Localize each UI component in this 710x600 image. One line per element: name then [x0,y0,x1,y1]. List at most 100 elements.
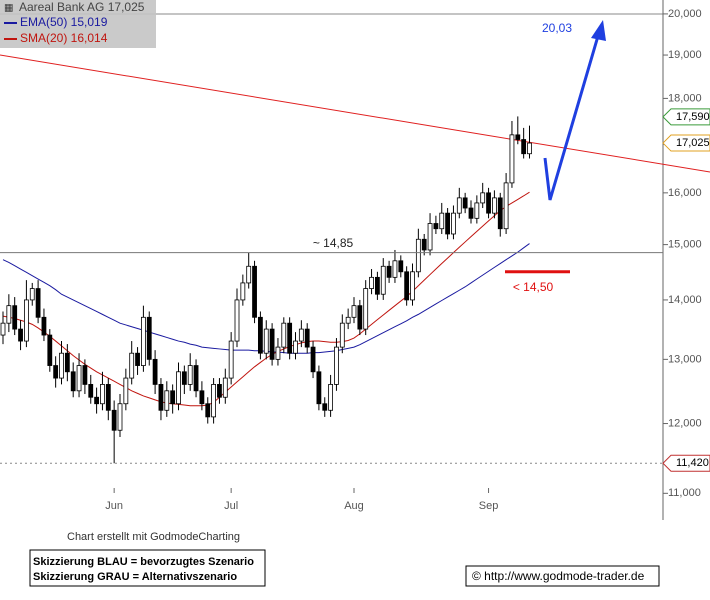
price-label: 17,025 [676,137,710,149]
source-box [465,565,660,587]
note: Skizzierung GRAU = Alternativszenario [33,571,237,583]
y-tick-label: 14,000 [668,294,702,306]
candle-body [82,365,88,385]
candle-body [187,365,193,385]
y-tick-label: 13,000 [668,353,702,365]
legend-label: SMA(20) 16,014 [20,31,108,45]
y-tick-label: 19,000 [668,49,702,61]
candle-body [304,328,310,348]
candle-body [345,316,351,324]
legend-label: EMA(50) 15,019 [20,15,108,29]
candle-body [123,377,129,405]
candle-body [287,322,293,354]
candle-body [12,305,18,330]
candle-body [310,346,316,373]
candle-body [205,403,211,418]
candle-body [176,371,181,405]
candle-body [146,316,152,360]
candle-body [70,371,76,392]
candle-body [415,238,421,273]
candle-body [421,238,427,251]
candle-body [181,371,187,385]
candle-body [41,316,47,336]
candle-body [392,260,398,278]
candle-body [199,390,205,405]
candle-body [410,271,415,301]
candle-body [357,305,363,330]
price-label: 11,420 [676,457,709,469]
candle-body [234,299,240,342]
candle-body [47,334,53,366]
x-tick-label: Sep [479,500,499,512]
candle-body [59,352,64,379]
candle-body [363,288,369,330]
candle-body [100,384,105,405]
candle-body [23,299,29,342]
source: © http://www.godmode-trader.de [472,569,645,583]
target-label: 20,03 [542,21,572,35]
candle-body [111,409,117,431]
candle-body [152,358,158,385]
candle-body [427,223,433,251]
x-tick-label: Jul [224,500,238,512]
candle-body [439,212,445,230]
candle-body [515,134,521,140]
candle-body [240,282,246,301]
candle-body [76,365,82,392]
candle-body [293,340,298,354]
candle-body [328,384,334,411]
candle-body [35,288,41,318]
candle-body [252,265,257,318]
candle-body [521,139,527,155]
candle-body [334,346,339,385]
candle-body [322,403,328,411]
y-tick-label: 11,000 [668,487,701,499]
candle-body [170,390,176,405]
price-box [662,108,710,126]
candle-body [527,142,532,155]
candle-body [474,202,480,219]
candle-body [316,371,322,405]
candle-body [380,265,386,295]
candle-body [94,396,99,405]
plot: 20,00019,00018,00017,00016,00015,00014,0… [0,8,702,512]
candle-body [404,271,410,301]
candle-body [456,197,462,214]
candle-body [257,316,263,354]
ma-line [2,191,530,407]
candle-body [298,328,304,342]
trend-line [0,54,710,173]
y-tick-label: 18,000 [668,92,702,104]
candle-body [29,288,35,301]
scenario-arrow [543,20,606,201]
candle-body [503,182,509,230]
candle-body [0,322,6,336]
candle-body [18,328,23,342]
candle-body [88,384,94,398]
candle-body [64,352,70,373]
candle-body [369,276,374,289]
legend: EMA(50) 15,019 SMA(20) 16,014 [4,15,108,45]
credit: Chart erstellt mit GodmodeCharting [67,531,240,543]
candle-body [269,328,275,360]
candle-body [105,384,111,411]
candle-body [228,340,234,379]
x-tick-label: Aug [344,500,364,512]
candle-body [246,265,252,284]
support-label: < 14,50 [513,280,554,294]
candle-body [497,197,503,230]
candle-body [451,212,456,235]
candle-body [433,223,439,230]
candle-body [53,365,59,379]
price-label: 17,590 [676,111,710,123]
price-box [662,454,710,472]
candle-body [217,384,222,398]
y-tick-label: 15,000 [668,239,702,251]
legend-icon: ▦ [4,3,13,14]
note: Skizzierung BLAU = bevorzugtes Szenario [33,556,254,568]
y-tick-label: 16,000 [668,187,702,199]
candle-body [135,352,140,366]
candle-body [158,384,164,411]
candle-body [351,305,357,318]
